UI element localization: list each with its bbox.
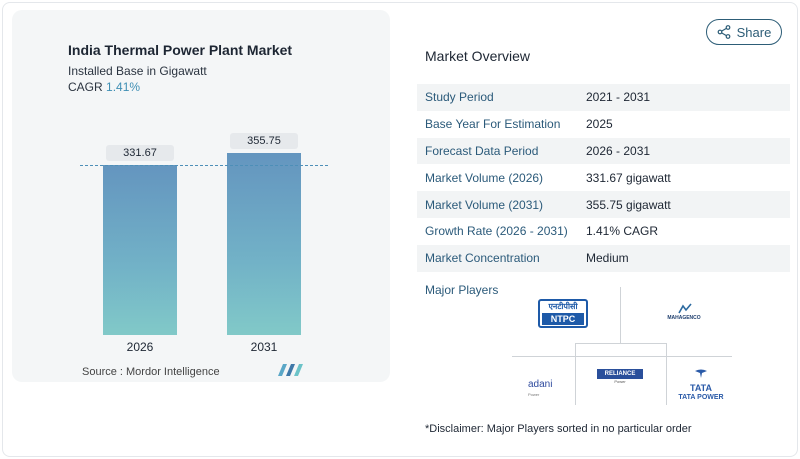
grid-divider [575, 343, 667, 344]
tata-logo-text: TATA POWER [678, 394, 724, 401]
adani-logo-text: adani [528, 379, 553, 390]
tata-power-logo: TATA TATA POWER [676, 365, 726, 402]
grid-divider [575, 343, 576, 405]
x-tick-label: 2026 [126, 340, 154, 354]
chart-title: India Thermal Power Plant Market [68, 42, 293, 58]
tata-logo-mark: TATA [690, 383, 712, 393]
overview-row: Growth Rate (2026 - 2031) 1.41% CAGR [417, 218, 790, 245]
grid-divider [666, 343, 667, 405]
overview-row: Market Volume (2026) 331.67 gigawatt [417, 164, 790, 191]
adani-logo: adani Power [528, 374, 552, 397]
overview-row-key: Market Volume (2026) [425, 170, 544, 185]
overview-row: Study Period 2021 - 2031 [417, 84, 790, 111]
overview-row-value: Medium [586, 251, 629, 266]
overview-row: Market Volume (2031) 355.75 gigawatt [417, 191, 790, 218]
overview-row-key: Forecast Data Period [425, 143, 539, 158]
overview-title: Market Overview [425, 48, 531, 64]
bar-2026 [103, 165, 177, 335]
bar-chart: 331.67 2026 355.75 2031 [0, 0, 390, 390]
overview-row-key: Market Volume (2031) [425, 197, 544, 212]
share-icon [717, 25, 731, 39]
ntpc-logo-text: NTPC [542, 313, 584, 325]
overview-row-value: 331.67 gigawatt [586, 170, 671, 185]
players-title: Major Players [425, 283, 499, 297]
ntpc-logo: एनटीपीसी NTPC [538, 299, 588, 328]
overview-row: Forecast Data Period 2026 - 2031 [417, 137, 790, 165]
bar-value-label: 355.75 [230, 133, 298, 149]
share-label: Share [736, 24, 772, 40]
reference-line [80, 165, 328, 167]
reliance-logo-sub: Power [614, 379, 626, 384]
overview-row: Market Concentration Medium [417, 244, 790, 272]
share-button[interactable]: Share [706, 19, 782, 45]
chart-cagr: CAGR 1.41% [68, 80, 140, 94]
chart-card [12, 10, 390, 382]
mahagenco-mark-icon [678, 303, 692, 314]
grid-divider [512, 356, 732, 357]
overview-row-value: 2025 [586, 117, 613, 132]
disclaimer-text: *Disclaimer: Major Players sorted in no … [425, 423, 692, 435]
overview-row-key: Base Year For Estimation [425, 117, 561, 132]
overview-row-value: 2026 - 2031 [586, 143, 651, 158]
tata-mark-icon [695, 369, 707, 378]
source-text: Source : Mordor Intelligence [82, 366, 220, 378]
overview-row-value: 2021 - 2031 [586, 90, 651, 105]
overview-table: Study Period 2021 - 2031 Base Year For Est… [417, 84, 790, 272]
adani-logo-sub: Power [528, 392, 540, 397]
mahagenco-logo: MAHAGENCO [664, 303, 704, 325]
mordor-logo-icon [278, 364, 303, 376]
chart-subtitle: Installed Base in Gigawatt [68, 64, 207, 78]
reliance-logo-text: RELIANCE [597, 369, 643, 379]
bar-value-label: 331.67 [106, 145, 174, 162]
overview-row: Base Year For Estimation 2025 [417, 111, 790, 138]
overview-row-key: Study Period [425, 90, 494, 105]
overview-row-key: Market Concentration [425, 251, 540, 266]
grid-divider [620, 287, 621, 343]
mahagenco-logo-text: MAHAGENCO [667, 315, 701, 321]
reliance-logo: RELIANCE Power [597, 369, 643, 384]
overview-row-key: Growth Rate (2026 - 2031) [425, 224, 568, 239]
overview-row-value: 1.41% CAGR [586, 224, 659, 239]
x-tick-label: 2031 [250, 340, 278, 354]
cagr-value: 1.41% [106, 80, 141, 94]
ntpc-logo-hindi: एनटीपीसी [548, 302, 578, 311]
bar-2031 [227, 153, 301, 335]
cagr-label: CAGR [68, 80, 103, 94]
overview-row-value: 355.75 gigawatt [586, 197, 671, 212]
